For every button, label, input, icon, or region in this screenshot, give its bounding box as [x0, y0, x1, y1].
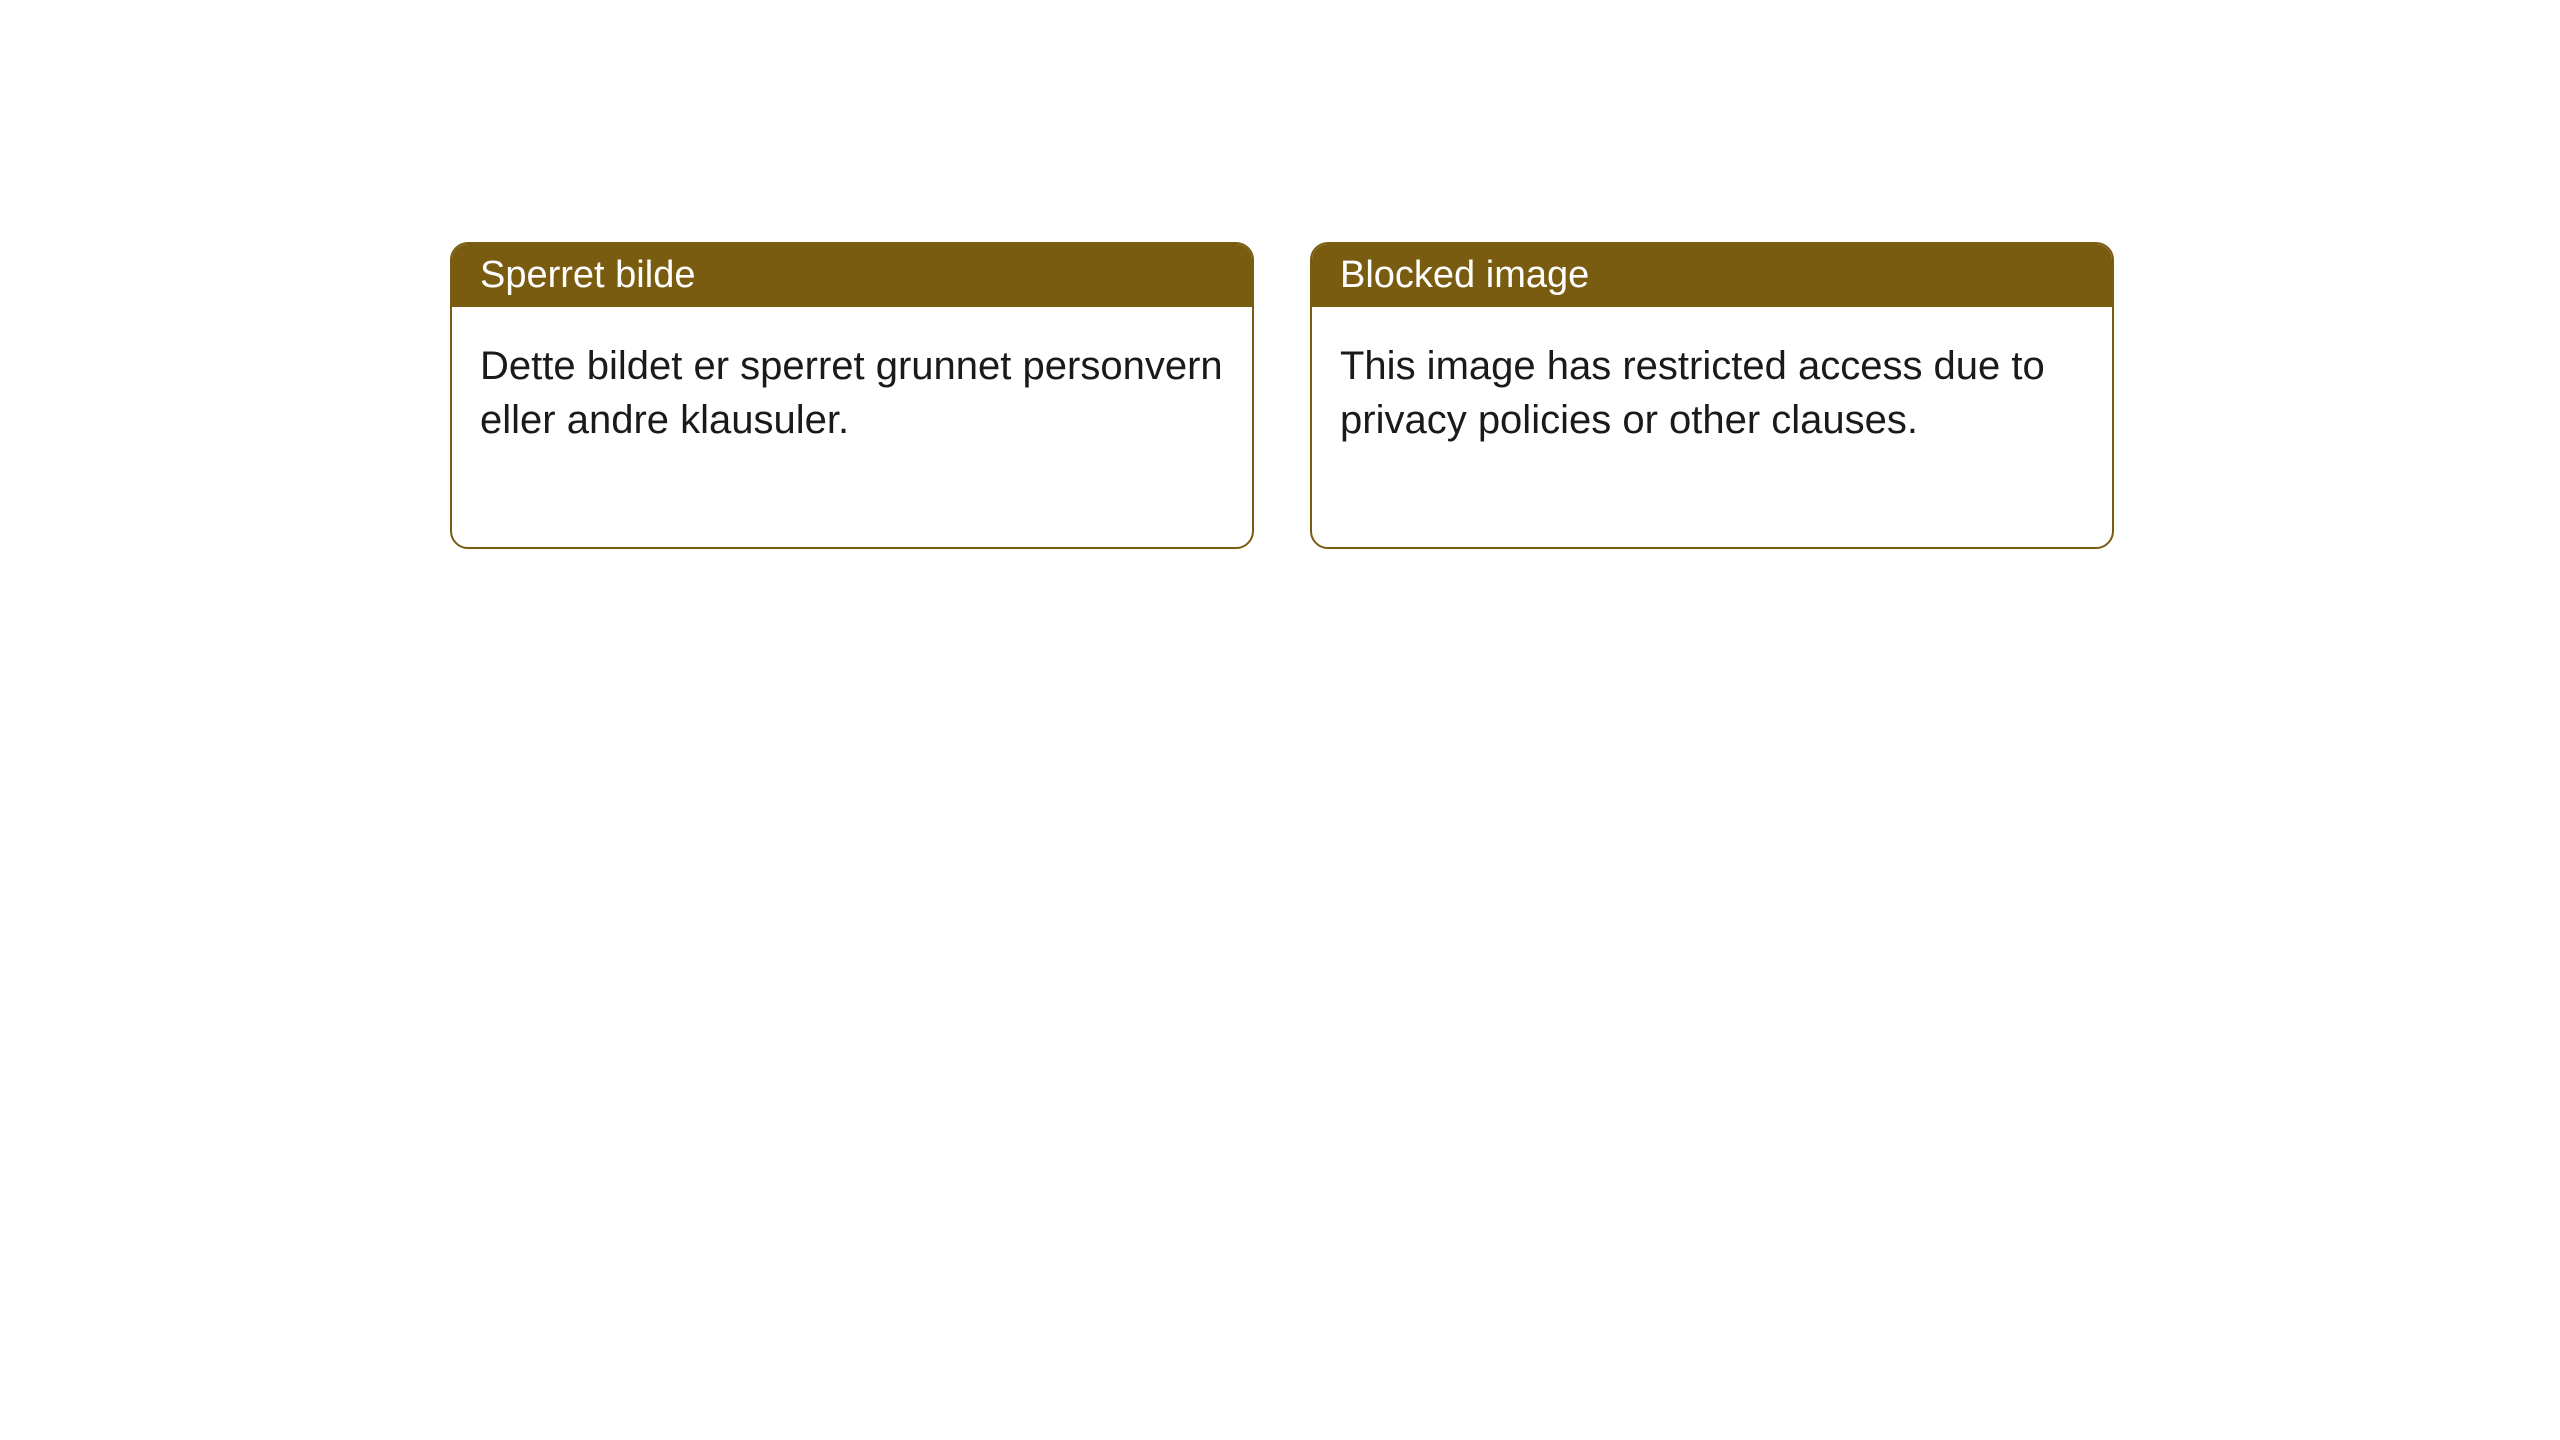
- notice-card-norwegian: Sperret bilde Dette bildet er sperret gr…: [450, 242, 1254, 549]
- card-title: Sperret bilde: [480, 254, 695, 296]
- notice-card-english: Blocked image This image has restricted …: [1310, 242, 2114, 549]
- card-header: Sperret bilde: [452, 244, 1252, 307]
- card-body: This image has restricted access due to …: [1312, 307, 2112, 547]
- card-header: Blocked image: [1312, 244, 2112, 307]
- card-body: Dette bildet er sperret grunnet personve…: [452, 307, 1252, 547]
- card-title: Blocked image: [1340, 254, 1589, 296]
- card-body-text: Dette bildet er sperret grunnet personve…: [480, 344, 1223, 442]
- card-body-text: This image has restricted access due to …: [1340, 344, 2045, 442]
- notice-cards-container: Sperret bilde Dette bildet er sperret gr…: [450, 242, 2114, 549]
